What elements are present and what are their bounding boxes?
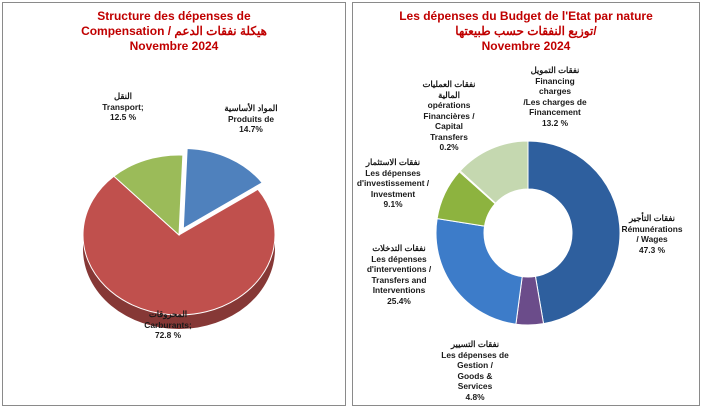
left-chart-panel: Structure des dépenses de Compensation /… (2, 2, 346, 406)
goods-line-4: Goods & (457, 370, 493, 381)
right-title-line-1: Les dépenses du Budget de l'Etat par nat… (399, 9, 653, 23)
interventions-line-3: d'interventions / (366, 264, 432, 274)
slice-label-investment: نفقات الاستثمار Les dépenses d'investiss… (353, 157, 433, 210)
slice-label-transport: النقل Transport; 12.5 % (91, 91, 155, 123)
left-chart-title: Structure des dépenses de Compensation /… (3, 9, 345, 54)
slice-label-goods-services: نفقات التسيير Les dépenses de Gestion / … (425, 339, 525, 402)
capital-line-3: opérations (427, 100, 471, 110)
slice-label-transport-value: 12.5 % (109, 112, 137, 122)
investment-line-2: Les dépenses (365, 167, 421, 178)
capital-line-6: Transfers (430, 131, 468, 142)
slice-label-produits: المواد الأساسية Produits de 14.7% (211, 103, 291, 135)
doughnut-slice-0 (527, 140, 621, 325)
investment-line-1: نفقات الاستثمار (365, 157, 421, 167)
wages-line-1: نفقات التأجير (629, 213, 675, 223)
investment-line-5: 9.1% (383, 199, 403, 209)
interventions-line-4: Transfers and (371, 274, 427, 285)
goods-line-5: Services (457, 381, 493, 391)
interventions-line-2: Les dépenses (371, 253, 427, 264)
right-chart-title: Les dépenses du Budget de l'Etat par nat… (353, 9, 699, 54)
goods-line-3: Gestion / (457, 360, 493, 370)
wages-line-3: / Wages (636, 234, 668, 244)
slice-label-interventions: نفقات التدخلات Les dépenses d'interventi… (355, 243, 443, 306)
investment-line-3: d'investissement / (356, 178, 430, 188)
financing-line-4: /Les charges de (523, 96, 587, 107)
slice-label-produits-name: Produits de (227, 113, 275, 124)
slice-label-financing: نفقات التمويل Financing charges /Les cha… (511, 65, 599, 128)
right-title-line-3: Novembre 2024 (481, 39, 571, 53)
slice-label-produits-ar: المواد الأساسية (224, 103, 278, 113)
capital-line-5: Capital (435, 121, 463, 131)
slice-label-carburants-name: Carburants; (144, 319, 192, 330)
slice-label-capital-transfers: نفقات العمليات المالية opérations Financ… (409, 79, 489, 153)
left-title-line-1: Structure des dépenses de (97, 9, 251, 23)
slice-label-carburants: المحروقات Carburants; 72.8 % (128, 309, 208, 341)
right-chart-panel: Les dépenses du Budget de l'Etat par nat… (352, 2, 700, 406)
doughnut-slice-5 (459, 140, 529, 204)
left-title-line-3: Novembre 2024 (129, 39, 219, 53)
financing-line-3: charges (538, 86, 572, 96)
left-pie-slice-produits-de (182, 147, 263, 230)
goods-line-6: 4.8% (465, 391, 485, 402)
financing-line-1: نفقات التمويل (530, 65, 580, 75)
left-pie-side-carburants (83, 235, 275, 329)
investment-line-4: Investment (370, 188, 416, 199)
slice-label-transport-ar: النقل (114, 91, 132, 101)
interventions-line-5: Interventions (372, 285, 426, 295)
slice-label-transport-name: Transport; (102, 101, 144, 112)
wages-line-2: Rémunérations (621, 223, 683, 234)
slice-label-produits-value: 14.7% (239, 124, 263, 134)
slice-label-wages: نفقات التأجير Rémunérations / Wages 47.3… (608, 213, 696, 255)
doughnut-slice-2 (435, 218, 523, 325)
left-pie-slice-carburants (82, 175, 276, 316)
capital-line-4: Financières / (423, 110, 475, 121)
slice-label-carburants-value: 72.8 % (154, 330, 182, 340)
wages-line-4: 47.3 % (638, 244, 666, 255)
right-doughnut-chart (435, 140, 621, 326)
goods-line-1: نفقات التسيير (450, 339, 500, 349)
left-title-line-2: Compensation / هيكلة نفقات الدعم (81, 24, 267, 38)
financing-line-6: 13.2 % (541, 117, 569, 128)
goods-line-2: Les dépenses de (441, 349, 509, 360)
financing-line-5: Financement (529, 107, 581, 117)
financing-line-2: Financing (535, 75, 575, 86)
interventions-line-6: 25.4% (387, 295, 411, 306)
interventions-line-1: نفقات التدخلات (372, 243, 426, 253)
capital-line-1: نفقات العمليات (422, 79, 476, 89)
capital-line-7: 0.2% (439, 142, 459, 152)
slice-label-carburants-ar: المحروقات (148, 309, 188, 319)
capital-line-2: المالية (438, 89, 460, 100)
left-pie-slice-transport (113, 154, 184, 237)
right-title-line-2: توزيع النفقات حسب طبيعتها/ (455, 24, 597, 38)
left-pie-chart (82, 147, 276, 329)
